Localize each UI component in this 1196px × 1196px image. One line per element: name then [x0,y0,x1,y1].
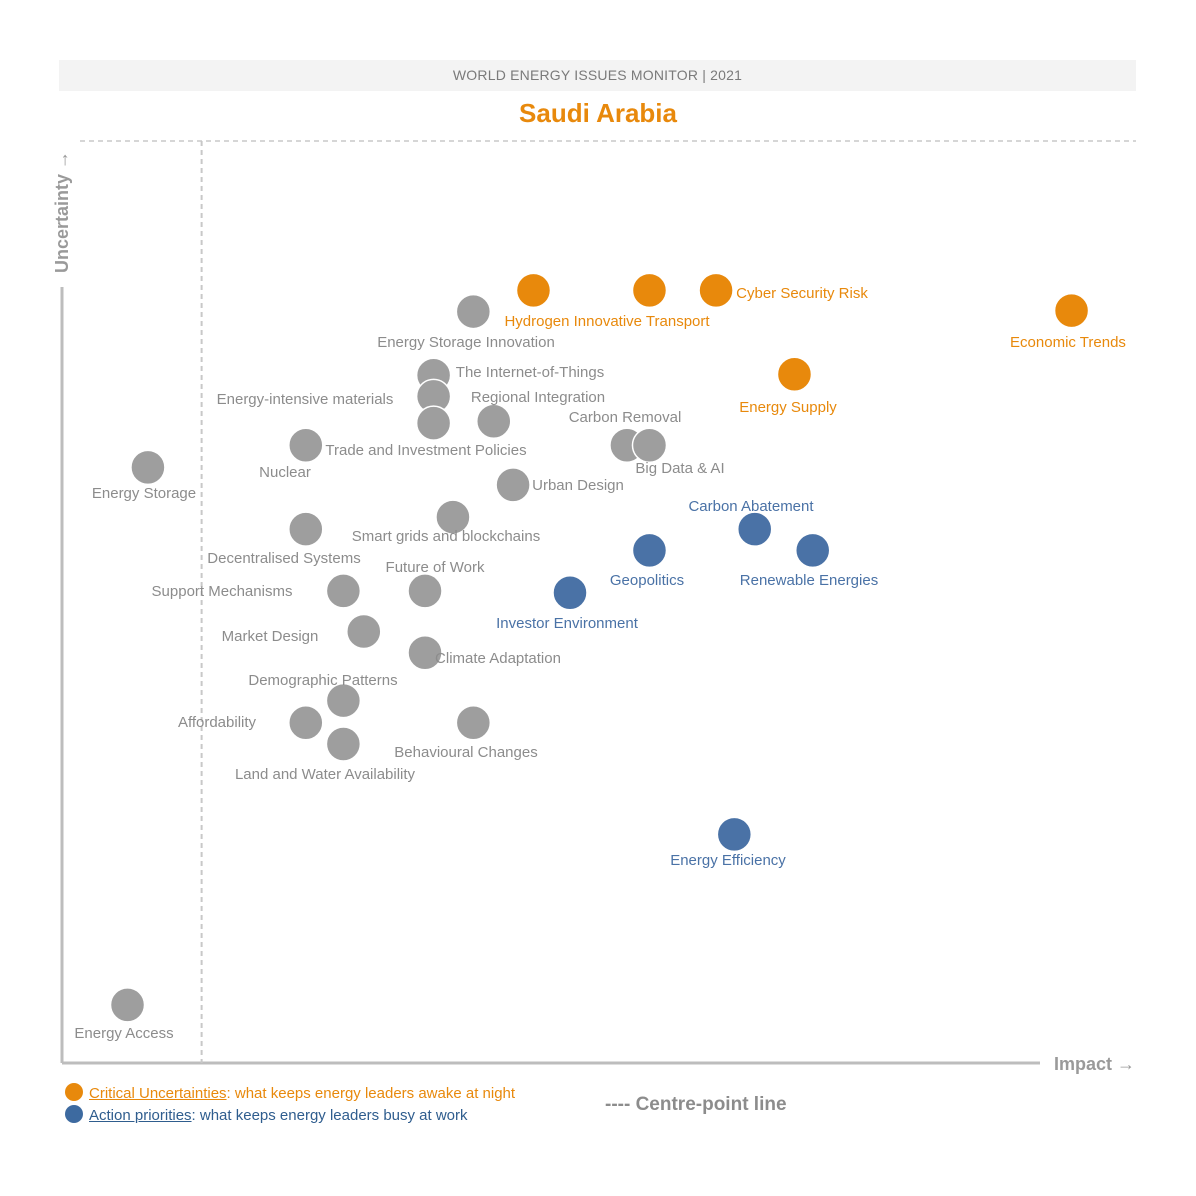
issue-label: Energy Supply [739,399,837,416]
legend-critical: Critical Uncertainties: what keeps energ… [65,1083,515,1102]
issue-label: Market Design [222,628,319,645]
issue-label: Carbon Removal [569,409,682,426]
issue-label: Big Data & AI [635,460,724,477]
y-axis-label: Uncertainty → [52,151,72,273]
header-band: WORLD ENERGY ISSUES MONITOR | 2021 [59,60,1136,91]
issue-label: Energy Access [74,1025,173,1042]
issue-dot [435,499,471,535]
legend-action-term[interactable]: Action priorities [89,1107,192,1124]
issue-label: Geopolitics [610,572,684,589]
issue-label: Demographic Patterns [248,672,397,689]
issue-label: Trade and Investment Policies [325,442,526,459]
issue-label: The Internet-of-Things [456,364,604,381]
report-banner: WORLD ENERGY ISSUES MONITOR | 2021 [452,67,743,83]
issue-label: Nuclear [259,464,311,481]
issue-dot [415,405,452,441]
issue-label: Energy-intensive materials [217,391,394,408]
centre-point-legend: ---- Centre-point line [605,1094,787,1115]
issue-dot [716,816,753,853]
x-axis-label: Impact → [1054,1054,1135,1074]
issue-dot [698,272,734,309]
issue-label: Climate Adaptation [435,650,561,667]
issue-label: Energy Efficiency [670,852,786,869]
issue-label: Affordability [178,714,257,731]
issue-label: Land and Water Availability [235,766,416,783]
issue-dot [475,403,512,440]
issue-label: Behavioural Changes [394,744,537,761]
issue-dot [1053,292,1090,329]
issue-dot [552,575,588,611]
issue-dot [631,532,668,569]
issue-dot [407,634,443,671]
legend-critical-dot [65,1083,83,1101]
legend-critical-term[interactable]: Critical Uncertainties [89,1085,227,1102]
issue-label: Smart grids and blockchains [352,528,540,545]
issue-dot [325,726,362,762]
issue-label: Energy Storage Innovation [377,334,555,351]
issue-dot [455,705,492,741]
issue-dot [776,356,813,393]
issue-label: Investor Environment [496,615,639,632]
issue-dot [631,427,668,464]
issue-label: Regional Integration [471,389,605,406]
legend-action-dot [65,1105,83,1123]
issue-dot [794,532,831,569]
issue-dot [495,467,531,503]
issue-dot [288,705,324,741]
issue-dot [109,987,146,1023]
issue-dot [288,427,324,464]
issue-label: Energy Storage [92,485,196,502]
legend-action-desc: : what keeps energy leaders busy at work [191,1107,468,1124]
legend-action: Action priorities: what keeps energy lea… [65,1105,468,1124]
issue-dot [736,511,773,547]
issue-label: Hydrogen Innovative Transport [504,313,710,330]
issue-dot [325,573,362,609]
issue-dot [288,511,324,547]
issue-label: Support Mechanisms [152,583,293,600]
issue-label: Renewable Energies [740,572,878,589]
legend-critical-desc: : what keeps energy leaders awake at nig… [226,1085,516,1102]
issue-label: Decentralised Systems [207,550,360,567]
issue-label: Urban Design [532,477,624,494]
issue-label: Future of Work [386,559,485,576]
issue-label: Carbon Abatement [688,498,814,515]
issue-label: Economic Trends [1010,334,1126,351]
issue-dot [455,293,492,330]
issue-dot [130,449,166,486]
issue-dot [631,272,668,309]
issue-dot [325,682,362,719]
issue-dot [346,613,382,650]
issue-label: Cyber Security Risk [736,285,868,302]
issue-dot [515,272,552,309]
country-title: Saudi Arabia [519,98,677,128]
issue-dot [407,573,443,609]
